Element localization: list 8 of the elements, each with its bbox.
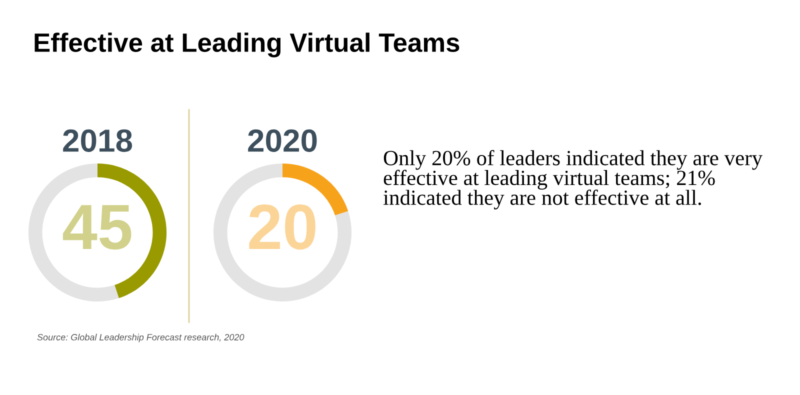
text: 45 [62, 205, 132, 250]
chart-title: 2018 [63, 129, 132, 152]
chart-title: 2020 [248, 129, 317, 152]
source-note: Source: Global Leadership Forecast research, 2020 [37, 334, 244, 342]
text: Only 20% of leaders indicated they are very effective at leading virtual teams; 21% indicated they are not effective at all. [383, 150, 762, 210]
text: Effective at Leading Virtual Teams [34, 32, 460, 58]
text: 20 [249, 204, 316, 250]
donut-slice [213, 163, 352, 302]
